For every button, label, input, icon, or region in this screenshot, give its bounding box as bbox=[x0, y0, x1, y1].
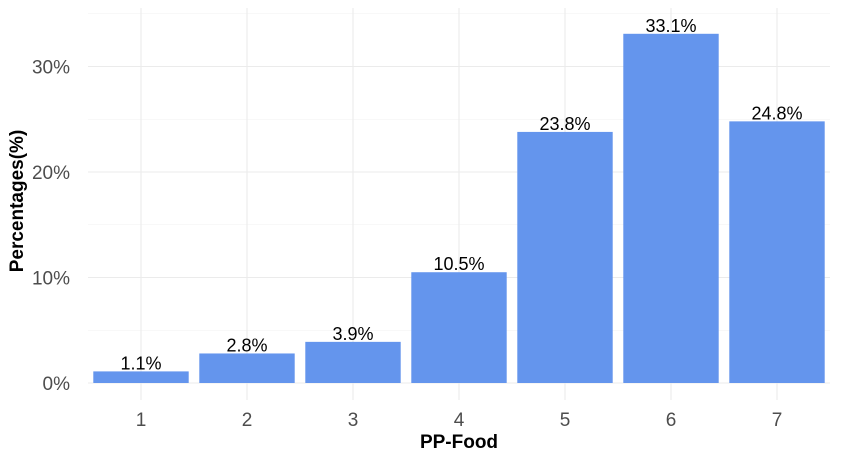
y-tick-label: 10% bbox=[32, 269, 70, 290]
data-labels: 1.1% 2.8% 3.9% 10.5% 23.8% 33.1% 24.8% bbox=[120, 16, 802, 374]
y-tick-label: 30% bbox=[32, 58, 70, 79]
x-tick-label: 2 bbox=[242, 410, 253, 431]
y-tick-label: 20% bbox=[32, 163, 70, 184]
x-tick-label: 1 bbox=[136, 410, 147, 431]
bar bbox=[199, 353, 295, 383]
bar bbox=[93, 371, 189, 383]
bar-value-label: 2.8% bbox=[226, 335, 267, 355]
x-tick-label: 7 bbox=[772, 410, 783, 431]
x-tick-label: 4 bbox=[454, 410, 465, 431]
y-axis-title: Percentages(%) bbox=[7, 130, 28, 273]
bars bbox=[93, 33, 825, 384]
x-axis-ticks: 1 2 3 4 5 6 7 bbox=[136, 410, 783, 431]
bar bbox=[517, 131, 613, 383]
y-axis-ticks: 0% 10% 20% 30% bbox=[32, 58, 70, 396]
bar-value-label: 1.1% bbox=[120, 353, 161, 373]
bar bbox=[411, 272, 507, 383]
bar-value-label: 3.9% bbox=[332, 324, 373, 344]
bar bbox=[729, 121, 825, 384]
bar bbox=[623, 33, 719, 384]
bar bbox=[305, 341, 401, 383]
bar-value-label: 23.8% bbox=[539, 114, 590, 134]
y-tick-label: 0% bbox=[43, 374, 71, 395]
x-axis-title: PP-Food bbox=[420, 432, 498, 453]
bar-value-label: 24.8% bbox=[751, 103, 802, 123]
x-tick-label: 3 bbox=[348, 410, 359, 431]
x-tick-label: 5 bbox=[560, 410, 571, 431]
x-tick-label: 6 bbox=[666, 410, 677, 431]
bar-value-label: 10.5% bbox=[433, 254, 484, 274]
bar-value-label: 33.1% bbox=[645, 16, 696, 36]
